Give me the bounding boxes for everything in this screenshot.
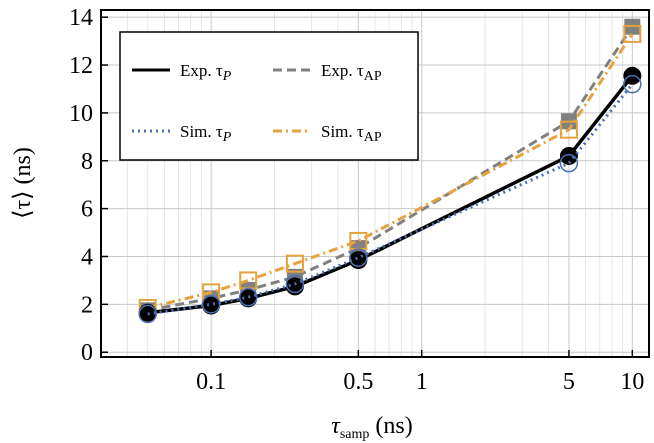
- y-tick-label: 10: [69, 101, 93, 127]
- y-tick-label: 8: [81, 149, 93, 175]
- data-point: [559, 153, 579, 173]
- y-tick-label: 4: [81, 244, 93, 270]
- data-point: [559, 120, 578, 139]
- x-tick-label: 0.1: [196, 369, 226, 395]
- x-axis-label: τsamp (ns): [331, 413, 412, 442]
- data-point: [559, 146, 578, 165]
- x-tick-label: 1: [416, 369, 428, 395]
- legend-box: [119, 31, 419, 161]
- data-point: [285, 274, 305, 294]
- data-point: [238, 287, 258, 307]
- legend: Exp. τP Exp. τAP Sim. τP Sim. τAP: [119, 31, 419, 161]
- x-tick-label: 0.5: [343, 369, 373, 395]
- x-axis-label-sub: samp: [340, 427, 370, 442]
- x-axis-label-unit: (ns): [375, 413, 412, 439]
- x-tick-label: 5: [563, 369, 575, 395]
- y-tick-label: 2: [81, 292, 93, 318]
- y-tick-label: 14: [69, 5, 93, 31]
- data-point: [349, 248, 368, 267]
- series-2: [138, 74, 642, 324]
- data-point: [138, 304, 157, 324]
- legend-label-exp-p: Exp. τP: [180, 61, 232, 84]
- y-axis-label: ⟨τ⟩ (ns): [10, 147, 36, 219]
- legend-label-sim-p: Sim. τP: [180, 122, 232, 145]
- legend-label-sim-ap: Sim. τAP: [321, 122, 382, 145]
- series-line: [147, 33, 634, 310]
- x-tick-label: 10: [620, 369, 644, 395]
- series-layer: [138, 18, 642, 324]
- data-point: [202, 296, 221, 315]
- series-line: [147, 83, 634, 316]
- data-point: [285, 254, 304, 273]
- x-axis-label-main: τ: [331, 413, 341, 439]
- legend-label-exp-ap: Exp. τAP: [321, 61, 382, 84]
- data-point: [623, 24, 642, 43]
- y-tick-label: 12: [69, 53, 93, 79]
- tick-layer: 0.1 0.5 1 5 10 0 2 4 6 8 10 12 14: [69, 5, 644, 395]
- data-point: [201, 295, 221, 314]
- data-point: [623, 74, 642, 94]
- y-tick-label: 6: [81, 197, 93, 223]
- data-point: [239, 289, 258, 308]
- plot-frame: [100, 9, 650, 358]
- y-tick-label: 0: [81, 340, 93, 366]
